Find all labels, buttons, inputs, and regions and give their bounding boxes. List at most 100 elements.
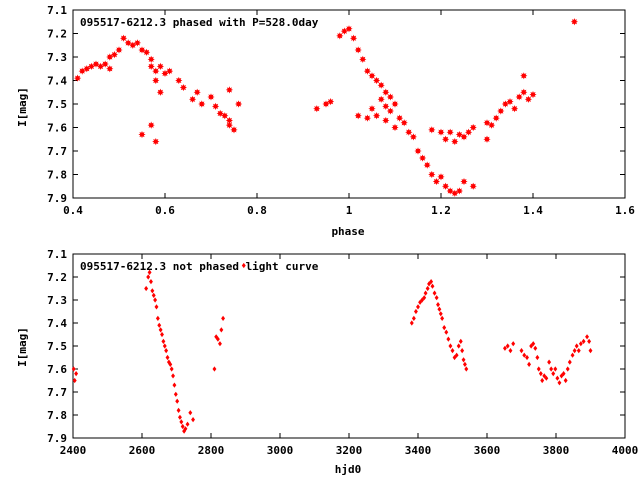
phased-data-point — [106, 53, 114, 61]
unphased-data-point — [72, 377, 77, 384]
unphased-data-point — [150, 288, 155, 294]
phased-data-point — [230, 126, 238, 134]
phased-x-tick-label: 0.4 — [63, 204, 83, 217]
unphased-data-point — [460, 348, 465, 354]
unphased-data-point — [434, 295, 439, 301]
phased-data-point — [483, 119, 491, 127]
phased-data-point — [83, 65, 91, 73]
phased-y-axis-label: I[mag] — [16, 87, 29, 127]
phased-data-point — [152, 138, 160, 146]
unphased-y-ticks: 7.1 7.2 7.3 7.4 7.5 7.6 7.7 7.8 7.9 — [47, 248, 625, 445]
phased-data-point — [377, 95, 385, 103]
unphased-data-point — [158, 327, 163, 333]
phased-data-point — [382, 88, 390, 96]
phased-y-tick-label: 7.1 — [47, 4, 67, 17]
phased-data-point — [189, 95, 197, 103]
unphased-data-point — [587, 338, 592, 344]
phased-data-point — [446, 128, 454, 136]
phased-data-point — [147, 62, 155, 70]
phased-data-point — [483, 135, 491, 143]
unphased-data-point — [437, 306, 442, 312]
unphased-data-point — [430, 283, 435, 289]
phased-data-point — [515, 93, 523, 101]
phased-x-tick-label: 1 — [346, 204, 353, 217]
unphased-data-point — [164, 348, 169, 354]
phased-data-point — [156, 88, 164, 96]
phased-data-point — [110, 51, 118, 59]
unphased-data-point — [578, 341, 583, 347]
phased-data-point — [465, 128, 473, 136]
unphased-data-point — [219, 327, 224, 333]
phased-data-point — [340, 27, 348, 35]
phased-data-point — [78, 67, 86, 75]
phased-data-point — [400, 119, 408, 127]
phased-x-tick-label: 1.6 — [615, 204, 635, 217]
phased-data-point — [442, 135, 450, 143]
unphased-data-point — [165, 354, 170, 361]
unphased-data-point — [464, 366, 469, 372]
unphased-data-point — [576, 348, 581, 354]
unphased-data-point — [409, 320, 414, 326]
phased-data-point — [235, 100, 243, 108]
unphased-x-axis-label: hjd0 — [335, 463, 362, 476]
unphased-data-point — [511, 341, 516, 347]
unphased-data-point — [540, 377, 545, 384]
phased-data-point — [152, 76, 160, 85]
unphased-data-point — [241, 262, 246, 269]
phased-data-point — [106, 65, 114, 73]
phased-data-point — [405, 128, 413, 136]
phased-data-point — [322, 100, 330, 108]
unphased-data-point — [527, 361, 532, 367]
phased-data-point — [442, 182, 450, 190]
phased-data-point — [520, 88, 528, 96]
phased-data-point — [497, 107, 505, 115]
unphased-data-point — [176, 407, 181, 413]
phased-data-point — [74, 74, 82, 82]
phased-data-point — [147, 55, 155, 63]
unphased-data-point — [542, 373, 547, 379]
phased-data-point — [428, 170, 436, 179]
unphased-data-point — [416, 304, 420, 310]
phased-y-tick-label: 7.3 — [47, 51, 67, 64]
unphased-data-point — [144, 285, 149, 292]
phased-data-point — [336, 32, 344, 40]
unphased-data-point — [153, 297, 158, 303]
phased-x-tick-label: 1.4 — [523, 204, 543, 217]
phased-chart-title: 095517-6212.3 phased with P=528.0day — [80, 16, 319, 29]
unphased-data-point — [581, 338, 586, 344]
unphased-data-point — [572, 348, 577, 354]
unphased-data-point — [588, 348, 593, 354]
phased-data-point — [373, 76, 381, 85]
phased-data-point — [147, 121, 155, 129]
unphased-data-point — [182, 428, 187, 434]
unphased-data-point — [146, 274, 151, 280]
phased-data-point — [207, 93, 215, 101]
phased-data-point — [225, 116, 233, 125]
phased-data-point — [175, 76, 183, 85]
unphased-data-point — [422, 295, 427, 301]
unphased-data-point — [444, 329, 449, 335]
phased-x-axis-label: phase — [331, 225, 364, 238]
phased-data-point — [87, 62, 95, 70]
phased-data-point — [373, 112, 381, 120]
unphased-data-point — [458, 338, 463, 344]
phased-data-point — [409, 133, 417, 141]
unphased-data-points — [71, 262, 593, 434]
unphased-data-point — [432, 290, 437, 296]
unphased-data-point — [183, 426, 188, 432]
phased-data-point — [354, 112, 362, 120]
unphased-x-tick-label: 4000 — [612, 444, 639, 457]
phased-data-point — [414, 147, 422, 155]
phased-data-point — [492, 114, 500, 122]
unphased-data-point — [557, 380, 562, 386]
unphased-data-point — [454, 352, 459, 358]
phased-data-point — [382, 116, 390, 125]
phased-data-point — [451, 189, 459, 197]
phased-data-point — [143, 48, 151, 56]
phased-data-point — [529, 91, 537, 99]
unphased-data-point — [172, 382, 177, 388]
phased-data-point — [423, 161, 431, 169]
phased-data-point — [198, 100, 206, 108]
unphased-x-ticks: 2400 2600 2800 3000 3200 3400 3600 3800 4000 — [60, 254, 639, 457]
